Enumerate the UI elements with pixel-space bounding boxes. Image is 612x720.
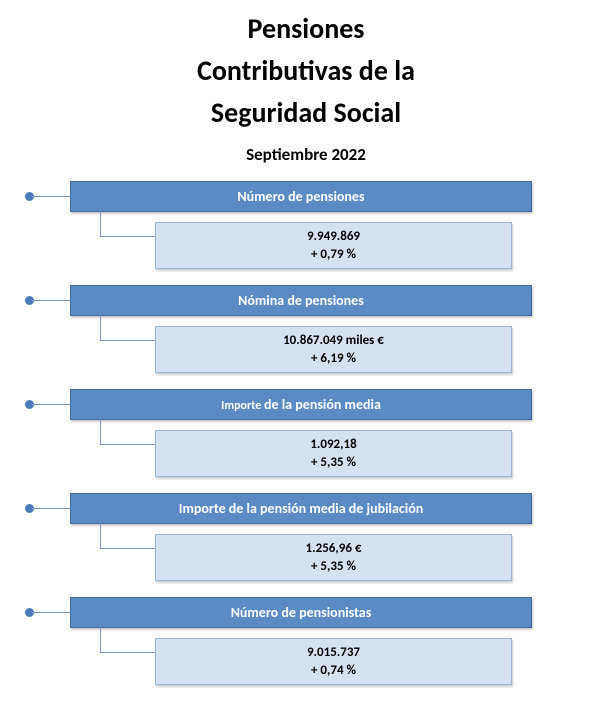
item-numero-pensionistas: Número de pensionistas 9.015.737 + 0,74 … [70, 597, 532, 685]
bullet-connector [32, 300, 72, 301]
item-header: Importe de la pensión media de jubilació… [70, 493, 532, 524]
item-value: 9.015.737 [160, 644, 507, 662]
item-change: + 5,35 % [160, 454, 507, 472]
item-value-box: 9.015.737 + 0,74 % [155, 638, 512, 685]
elbow-connector [100, 523, 155, 549]
title-line-2: Contributivas de la [0, 50, 612, 92]
item-pension-media: Importe de la pensión media 1.092,18 + 5… [70, 389, 532, 477]
bullet-connector [32, 196, 72, 197]
item-nomina-pensiones: Nómina de pensiones 10.867.049 miles € +… [70, 285, 532, 373]
item-value-box: 10.867.049 miles € + 6,19 % [155, 326, 512, 373]
item-header: Número de pensionistas [70, 597, 532, 628]
item-label: Nómina de pensiones [238, 292, 364, 309]
item-value-box: 1.092,18 + 5,35 % [155, 430, 512, 477]
header: Pensiones Contributivas de la Seguridad … [0, 0, 612, 165]
item-header: Número de pensiones [70, 181, 532, 212]
elbow-connector [100, 419, 155, 445]
bullet-connector [32, 508, 72, 509]
item-value-box: 9.949.869 + 0,79 % [155, 222, 512, 269]
item-value: 9.949.869 [160, 228, 507, 246]
item-value-box: 1.256,96 € + 5,35 % [155, 534, 512, 581]
item-label: Número de pensionistas [231, 604, 372, 621]
elbow-connector [100, 211, 155, 237]
title-line-1: Pensiones [0, 8, 612, 50]
item-pension-media-jubilacion: Importe de la pensión media de jubilació… [70, 493, 532, 581]
page-title: Pensiones Contributivas de la Seguridad … [0, 8, 612, 134]
bullet-connector [32, 404, 72, 405]
item-change: + 6,19 % [160, 350, 507, 368]
title-line-3: Seguridad Social [0, 92, 612, 134]
bullet-connector [32, 612, 72, 613]
page-subtitle: Septiembre 2022 [0, 144, 612, 165]
item-value: 10.867.049 miles € [160, 332, 507, 350]
item-label: Número de pensiones [237, 188, 364, 205]
items-container: Número de pensiones 9.949.869 + 0,79 % N… [0, 181, 612, 685]
item-label: Importe de la pensión media [221, 396, 381, 413]
item-change: + 0,74 % [160, 662, 507, 680]
elbow-connector [100, 315, 155, 341]
item-numero-pensiones: Número de pensiones 9.949.869 + 0,79 % [70, 181, 532, 269]
item-label: Importe de la pensión media de jubilació… [179, 500, 424, 517]
item-header: Importe de la pensión media [70, 389, 532, 420]
item-value: 1.092,18 [160, 436, 507, 454]
elbow-connector [100, 627, 155, 653]
item-value: 1.256,96 € [160, 540, 507, 558]
item-change: + 5,35 % [160, 558, 507, 576]
item-change: + 0,79 % [160, 246, 507, 264]
item-header: Nómina de pensiones [70, 285, 532, 316]
